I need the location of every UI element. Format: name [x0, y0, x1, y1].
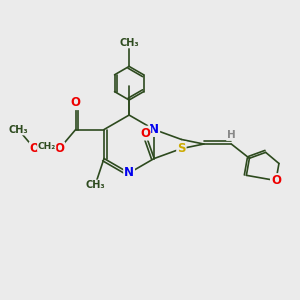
- Text: O: O: [70, 96, 81, 109]
- Text: O: O: [54, 142, 64, 155]
- Text: O: O: [271, 174, 281, 187]
- Text: O: O: [30, 142, 40, 155]
- Text: CH₃: CH₃: [85, 180, 105, 190]
- Text: N: N: [124, 167, 134, 179]
- Text: CH₃: CH₃: [119, 38, 139, 47]
- Text: CH₃: CH₃: [8, 124, 28, 134]
- Text: CH₂: CH₂: [38, 142, 56, 151]
- Text: S: S: [177, 142, 186, 155]
- Text: O: O: [140, 127, 150, 140]
- Text: N: N: [149, 123, 159, 136]
- Text: H: H: [227, 130, 236, 140]
